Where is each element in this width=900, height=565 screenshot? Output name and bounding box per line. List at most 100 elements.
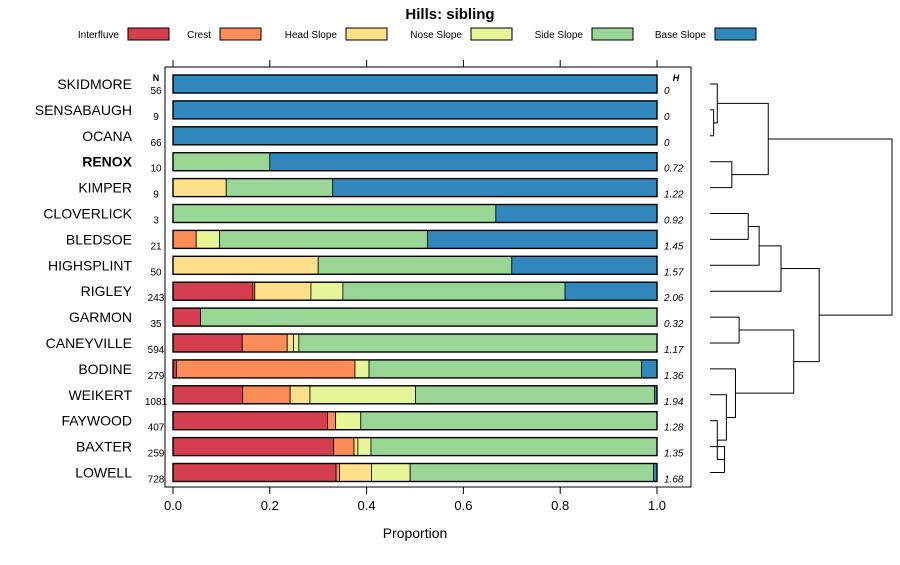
n-value: 9 — [153, 112, 159, 123]
dendrogram-branch — [710, 316, 740, 344]
bar-outline — [172, 126, 658, 146]
row-label: BAXTER — [76, 439, 132, 455]
bar-outline — [172, 151, 658, 172]
n-value: 56 — [150, 86, 162, 97]
dendrogram-branch — [780, 268, 820, 363]
dendrogram-branch — [710, 109, 715, 137]
bar-segment-base-slope — [172, 126, 658, 146]
bar-segment-interfluve — [172, 437, 335, 457]
bar-segment-nose-slope — [335, 411, 362, 431]
bar-segment-nose-slope — [354, 359, 370, 379]
bar-segment-nose-slope — [293, 333, 300, 353]
bar-segment-side-slope — [342, 281, 566, 301]
h-value: 0 — [664, 112, 670, 123]
row-label: SKIDMORE — [57, 76, 132, 92]
dendrogram-branch — [735, 329, 795, 394]
x-axis: 0.0 0.2 0.4 0.6 0.8 1.0 — [164, 60, 666, 513]
bar-segment-base-slope — [172, 100, 658, 120]
bar-segment-interfluve — [172, 385, 244, 405]
x-tick-label: 0.4 — [358, 498, 376, 513]
bar-segment-head-slope — [289, 385, 311, 405]
n-value: 594 — [148, 345, 165, 356]
row-label: CANEYVILLE — [46, 335, 132, 351]
chart-title: Hills: sibling — [405, 6, 494, 23]
bar-segment-base-slope — [269, 152, 658, 172]
legend-label-base-slope: Base Slope — [655, 30, 707, 41]
row-label: KIMPER — [78, 180, 132, 196]
bar-segment-side-slope — [219, 229, 428, 249]
legend-label-head-slope: Head Slope — [285, 30, 338, 41]
bar-rows: SKIDMORE 56 0 SENSABAUGH 9 0 OCANA 66 0 RENOX 10 0.… — [35, 74, 684, 486]
row-label: RENOX — [82, 154, 132, 170]
bar-segment-crest — [172, 229, 197, 249]
bar-segment-head-slope — [172, 255, 319, 275]
legend-label-interfluve: Interfluve — [78, 30, 120, 41]
bar-segment-nose-slope — [310, 281, 344, 301]
bar-outline — [172, 229, 658, 250]
row-lowell: LOWELL 728 1.68 — [75, 462, 684, 486]
bar-outline — [172, 385, 658, 405]
x-tick-label: 0.6 — [454, 498, 472, 513]
h-value: 0 — [664, 86, 670, 97]
h-value: 1.35 — [664, 449, 684, 460]
h-value: 1.57 — [664, 267, 684, 278]
row-caneyville: CANEYVILLE 594 1.17 — [46, 333, 684, 356]
n-value: 259 — [148, 449, 165, 460]
n-value: 50 — [150, 267, 162, 278]
bar-segment-head-slope — [339, 463, 372, 482]
bar-segment-crest — [242, 385, 291, 405]
bar-segment-base-slope — [495, 204, 658, 223]
bar-outline — [172, 203, 658, 224]
dendrogram-branch — [717, 102, 769, 176]
h-value: 2.06 — [663, 293, 684, 304]
bar-segment-crest — [335, 463, 340, 482]
row-faywood: FAYWOOD 407 1.28 — [61, 411, 684, 434]
bar-segment-side-slope — [368, 359, 642, 379]
bar-outline — [172, 281, 658, 301]
bar-segment-side-slope — [225, 178, 334, 198]
row-label: RIGLEY — [81, 283, 133, 299]
bar-outline — [172, 100, 658, 120]
n-column-header: N — [153, 73, 160, 83]
h-value: 0.32 — [664, 319, 684, 330]
bar-outline — [172, 333, 658, 353]
h-value: 1.68 — [664, 475, 684, 486]
x-tick-label: 0.8 — [551, 498, 569, 513]
row-cloverlick: CLOVERLICK 3 0.92 — [43, 203, 684, 227]
x-tick-label: 1.0 — [648, 498, 666, 513]
bar-outline — [172, 307, 658, 327]
legend-swatch-side-slope — [591, 27, 634, 41]
plot-frame — [164, 66, 692, 488]
row-sensabaugh: SENSABAUGH 9 0 — [35, 100, 670, 123]
bar-segment-side-slope — [172, 204, 497, 223]
bar-segment-base-slope — [511, 255, 658, 275]
bar-segment-nose-slope — [357, 437, 372, 457]
x-tick-label: 0.0 — [164, 498, 182, 513]
row-label: GARMON — [69, 309, 132, 325]
row-label: SENSABAUGH — [35, 102, 132, 118]
row-kimper: KIMPER 9 1.22 — [78, 177, 684, 201]
row-label: BODINE — [78, 361, 132, 377]
row-bodine: BODINE 279 1.36 — [78, 359, 684, 382]
legend: Interfluve Crest Head Slope Nose Slope Side … — [78, 27, 757, 41]
bar-segment-head-slope — [286, 333, 294, 353]
bar-segment-side-slope — [360, 411, 658, 431]
row-label: HIGHSPLINT — [48, 257, 132, 273]
row-garmon: GARMON 35 0.32 — [69, 307, 684, 330]
legend-swatch-head-slope — [345, 27, 388, 41]
legend-swatch-crest — [219, 27, 262, 41]
x-axis-label: Proportion — [383, 525, 448, 541]
legend-label-nose-slope: Nose Slope — [410, 30, 462, 41]
bar-outline — [172, 255, 658, 275]
h-value: 0.92 — [664, 216, 684, 227]
n-value: 3 — [153, 216, 159, 227]
h-value: 0.72 — [664, 164, 684, 175]
bar-segment-nose-slope — [309, 385, 416, 405]
legend-swatch-base-slope — [714, 27, 757, 41]
legend-label-crest: Crest — [187, 30, 211, 41]
bar-segment-side-slope — [409, 463, 655, 482]
bar-segment-nose-slope — [371, 463, 411, 482]
dendrogram-branch — [710, 368, 736, 418]
bar-segment-side-slope — [172, 152, 271, 172]
bar-segment-base-slope — [172, 74, 658, 94]
